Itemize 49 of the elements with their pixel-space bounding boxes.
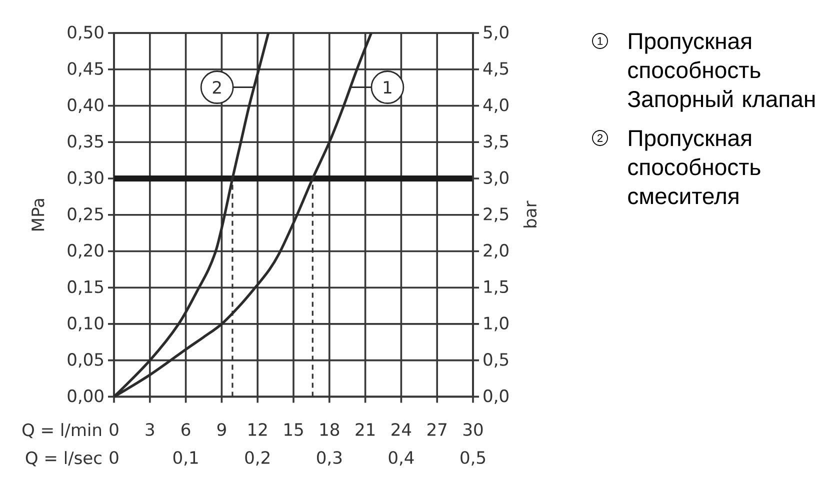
y2-tick-label: 1,5 <box>484 280 508 295</box>
x-tick-label: 6 <box>182 423 190 436</box>
y2-tick-label: 3,5 <box>484 134 508 150</box>
x-axis-title: Q = l/min <box>22 423 102 438</box>
text: Пропускная способность смесителя <box>628 130 760 204</box>
x2-tick-label: 0,2 <box>245 451 270 466</box>
x-tick-label: 3 <box>146 423 154 436</box>
y-tick-label: 0,20 <box>68 244 104 259</box>
text: 2 <box>597 134 603 142</box>
x2-tick-label: 0,3 <box>317 451 342 466</box>
y2-tick-label: 0,0 <box>484 389 508 404</box>
y-tick-label: 0,10 <box>68 316 104 332</box>
x2-tick-label: 0,4 <box>388 451 414 466</box>
y-tick-label: 0,25 <box>68 208 103 222</box>
y2-axis-title: bar <box>523 200 537 228</box>
x2-axis-title: Q = l/sec <box>26 451 102 466</box>
y-tick-label: 0,45 <box>68 62 103 77</box>
y-tick-label: 0,05 <box>68 353 103 368</box>
y2-tick-label: 2,5 <box>484 208 508 222</box>
y2-tick-label: 3,0 <box>484 171 508 186</box>
y-tick-label: 0,35 <box>68 134 103 150</box>
text: 1 <box>598 37 603 45</box>
x2-tick-label: 0,5 <box>460 451 486 466</box>
x-tick-label: 0 <box>110 423 118 436</box>
y2-tick-label: 5,0 <box>484 26 508 40</box>
legend-label: 1 <box>384 81 392 94</box>
y2-tick-label: 0,5 <box>484 353 508 368</box>
x-tick-label: 12 <box>248 423 267 436</box>
x-tick-label: 15 <box>284 423 303 436</box>
y-tick-label: 0,50 <box>68 26 104 40</box>
x-tick-label: 21 <box>356 423 375 436</box>
x-tick-label: 30 <box>463 423 483 436</box>
y-tick-label: 0,40 <box>68 98 104 114</box>
y-tick-label: 0,00 <box>68 389 104 404</box>
x-tick-label: 18 <box>320 423 340 436</box>
y2-tick-label: 2,0 <box>484 244 508 259</box>
y2-tick-label: 4,0 <box>483 98 508 114</box>
y-axis-title: MPa <box>32 199 44 230</box>
y-tick-label: 0,30 <box>68 171 104 186</box>
y2-tick-label: 1,0 <box>484 316 508 332</box>
y2-tick-label: 4,5 <box>483 62 508 77</box>
text: Пропускная способность Запорный клапан <box>628 33 815 112</box>
x2-tick-label: 0 <box>110 451 118 464</box>
x2-tick-label: 0,1 <box>173 451 198 466</box>
x-tick-label: 9 <box>217 423 226 436</box>
x-tick-label: 24 <box>392 423 412 436</box>
x-tick-label: 27 <box>428 423 446 436</box>
legend-label: 2 <box>212 80 221 94</box>
y-tick-label: 0,15 <box>68 280 103 295</box>
